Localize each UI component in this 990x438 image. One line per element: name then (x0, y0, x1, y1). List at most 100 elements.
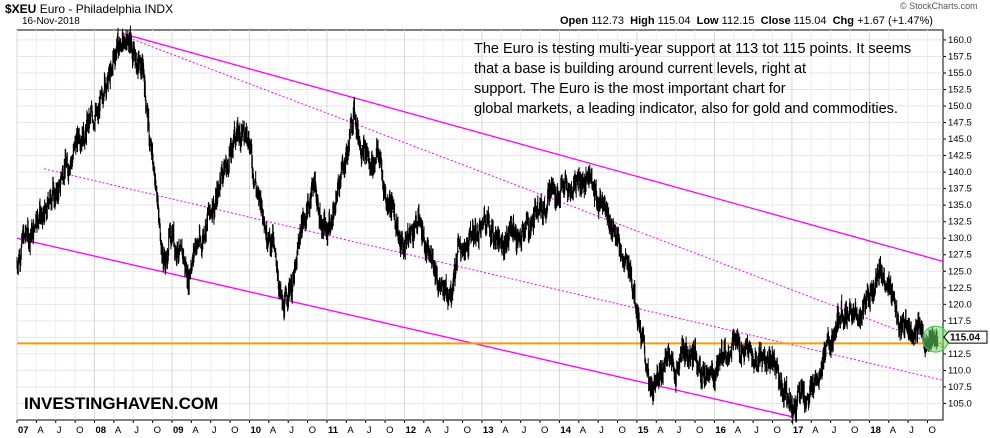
price-point (206, 224, 208, 226)
price-point (550, 191, 553, 193)
price-point (349, 131, 352, 134)
price-point (527, 224, 530, 226)
price-point (894, 310, 896, 312)
price-point (419, 224, 421, 226)
price-point (22, 240, 24, 243)
x-tick-label: O (231, 425, 238, 436)
price-point (535, 210, 537, 213)
price-point (43, 210, 45, 213)
price-point (16, 260, 18, 263)
channel-line-dotted (44, 168, 944, 381)
price-point (829, 343, 832, 345)
y-tick-label: 152.5 (948, 84, 972, 95)
price-point (353, 115, 355, 117)
x-tick-label: O (774, 425, 781, 436)
y-tick-label: 150.0 (948, 101, 972, 112)
price-point (248, 144, 251, 147)
price-point (788, 402, 791, 405)
price-point (721, 356, 723, 359)
x-tick-label: A (425, 425, 432, 436)
price-point (123, 35, 125, 38)
price-point (713, 369, 716, 372)
y-axis: 160.0 157.5 155.0 152.5 150.0 147.5 145.0 142.5… (943, 35, 972, 409)
high-label: High (630, 15, 655, 27)
price-point (194, 250, 197, 253)
y-tick-label: 160.0 (948, 35, 972, 46)
ohlc-readout: Open 112.73 High 115.04 Low 112.15 Close… (560, 15, 933, 27)
watermark: INVESTINGHAVEN.COM (24, 394, 218, 413)
price-point (907, 326, 909, 329)
annotation-line-2: that a base is building around current l… (474, 61, 806, 77)
x-tick-label: 14 (560, 425, 571, 436)
price-point (822, 356, 824, 359)
price-point (543, 204, 545, 206)
y-tick-label: 142.5 (948, 151, 972, 162)
price-point (707, 379, 710, 382)
x-tick-label: J (754, 425, 759, 436)
y-tick-label: 130.0 (948, 233, 972, 244)
x-tick-label: A (890, 425, 897, 436)
price-point (806, 396, 809, 398)
last-price-tag: 115.04 (943, 330, 988, 344)
price-point (66, 164, 69, 167)
price-point (659, 369, 661, 372)
price-point (792, 405, 795, 408)
low-label: Low (696, 15, 719, 27)
current-price-highlight (922, 325, 950, 353)
price-point (496, 244, 499, 246)
x-tick-label: 09 (173, 425, 184, 436)
x-tick-label: J (57, 425, 62, 436)
price-point (868, 296, 871, 299)
price-point (744, 349, 747, 352)
x-tick-label: 13 (483, 425, 494, 436)
price-point (341, 171, 344, 173)
price-point (597, 197, 599, 200)
annotation-line-4: global markets, a leading indicator, als… (474, 101, 898, 117)
x-tick-label: A (812, 425, 819, 436)
y-tick-label: 145.0 (948, 134, 972, 145)
last-price-tag-shape (943, 330, 988, 344)
price-point (392, 210, 394, 213)
price-point (860, 310, 863, 312)
price-point (729, 346, 731, 349)
price-point (87, 125, 90, 127)
price-point (442, 290, 444, 292)
x-tick-label: J (599, 425, 604, 436)
x-tick-label: 08 (95, 425, 106, 436)
price-point (901, 326, 903, 329)
price-series-layer (16, 25, 939, 425)
price-point (361, 144, 363, 147)
price-point (457, 250, 460, 253)
x-axis: 07 A J O 08 A J O 09 A J O 10 A J O 11 A J O 12 A J O 13 A J O 14 A J O… (16, 420, 936, 436)
y-tick-label: 112.5 (948, 349, 971, 360)
price-point (240, 125, 243, 127)
x-tick-label: O (309, 425, 316, 436)
price-point (915, 329, 917, 332)
x-tick-label: J (134, 425, 139, 436)
symbol-name: Euro - Philadelphia INDX (39, 2, 174, 16)
x-tick-label: A (347, 425, 354, 436)
x-tick-label: J (522, 425, 527, 436)
x-tick-label: O (76, 425, 83, 436)
price-point (450, 286, 452, 289)
price-point (504, 237, 506, 240)
price-point (217, 187, 220, 190)
y-tick-label: 135.0 (948, 200, 972, 211)
price-point (403, 250, 406, 253)
y-tick-label: 122.5 (948, 283, 972, 294)
price-point (147, 125, 150, 127)
last-price-tag-text: 115.04 (950, 333, 980, 344)
price-point (283, 306, 286, 309)
channel-lines (16, 32, 944, 418)
price-point (264, 224, 266, 226)
close-value: 115.04 (793, 15, 827, 27)
price-point (130, 49, 133, 51)
x-tick-label: 16 (715, 425, 726, 436)
chart-date: 16-Nov-2018 (22, 16, 80, 27)
price-point (512, 230, 514, 233)
x-tick-label: J (444, 425, 449, 436)
x-tick-label: O (386, 425, 393, 436)
x-tick-label: O (464, 425, 471, 436)
open-value: 112.73 (591, 15, 625, 27)
price-point (271, 244, 274, 246)
